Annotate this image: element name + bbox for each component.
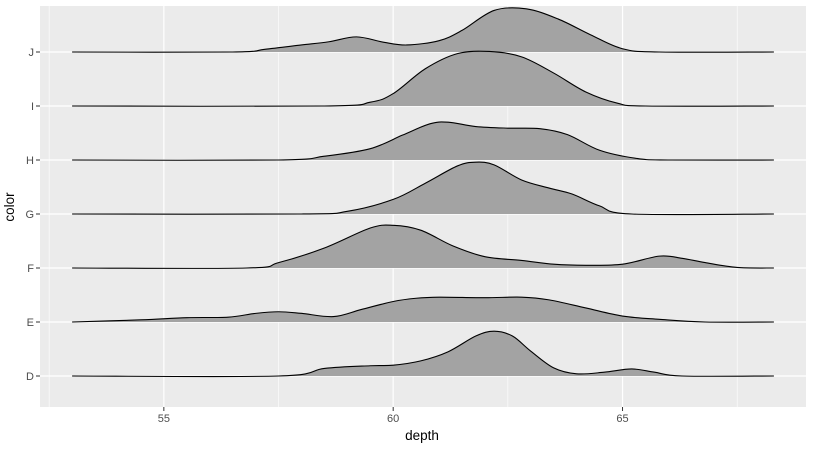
ridge-fill-e bbox=[72, 297, 774, 323]
ridge-fill-i bbox=[72, 51, 774, 107]
y-tick-label: F bbox=[27, 263, 34, 275]
y-tick-label: J bbox=[29, 47, 35, 59]
ridge-j bbox=[72, 7, 774, 53]
ridge-line-e bbox=[72, 296, 774, 323]
y-tick-label: I bbox=[31, 101, 34, 113]
y-tick-label: D bbox=[26, 371, 34, 383]
x-axis-title: depth bbox=[405, 428, 439, 443]
ridges bbox=[72, 7, 774, 378]
ridge-fill-f bbox=[72, 225, 774, 269]
ridge-i bbox=[72, 50, 774, 107]
ridge-e bbox=[72, 296, 774, 323]
ridge-fill-h bbox=[72, 121, 774, 161]
x-tick-label: 55 bbox=[158, 413, 170, 425]
ridge-g bbox=[72, 161, 774, 216]
ridge-h bbox=[72, 121, 774, 161]
ridge-d bbox=[72, 330, 774, 378]
ridge-line-i bbox=[72, 50, 774, 107]
x-axis: 55 60 65 bbox=[158, 407, 629, 425]
y-tick-label: H bbox=[26, 155, 34, 167]
ridge-line-f bbox=[72, 224, 774, 269]
ridge-f bbox=[72, 224, 774, 269]
ridge-line-d bbox=[72, 330, 774, 378]
ridge-line-g bbox=[72, 161, 774, 216]
x-tick-label: 60 bbox=[387, 413, 399, 425]
y-tick-label: G bbox=[25, 209, 34, 221]
x-tick-label: 65 bbox=[616, 413, 628, 425]
ridge-fill-j bbox=[72, 7, 774, 53]
ridge-fill-d bbox=[72, 331, 774, 377]
ridge-line-j bbox=[72, 7, 774, 53]
ridge-line-h bbox=[72, 121, 774, 161]
y-tick-label: E bbox=[27, 317, 34, 329]
y-axis: D E F G H I J bbox=[25, 47, 40, 383]
y-axis-title: color bbox=[2, 192, 17, 222]
ridge-fill-g bbox=[72, 162, 774, 215]
